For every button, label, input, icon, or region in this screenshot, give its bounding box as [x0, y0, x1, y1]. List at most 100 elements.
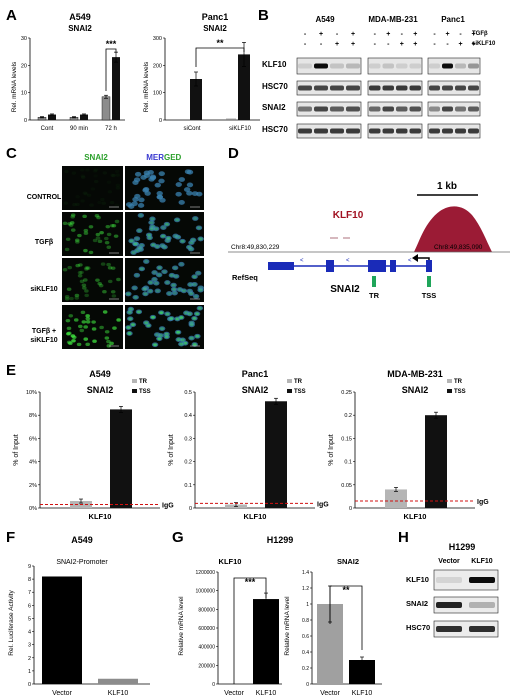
- b-blot-band: [330, 63, 344, 69]
- c-cell-nucleus-green-overlay: [126, 326, 131, 329]
- c-cell-nucleus-blue: [180, 288, 188, 294]
- e-legend-tr: TR: [139, 379, 148, 385]
- c-cell-nucleus-green: [78, 324, 83, 329]
- g-left-y-tick-label: 600000: [198, 626, 215, 632]
- c-cell-nucleus-green-overlay: [196, 271, 201, 275]
- c-cell-nucleus-green: [85, 342, 90, 347]
- c-cell-nucleus-green: [64, 295, 70, 299]
- c-cell-nucleus-green: [89, 203, 94, 207]
- c-cell-nucleus-green-overlay: [159, 180, 163, 183]
- a-left-x-label: 72 h: [105, 126, 117, 132]
- panel-g: G H1299 KLF10 Relative mRNA level 0 20000…: [172, 529, 382, 697]
- c-cell-nucleus-green-overlay: [126, 292, 131, 296]
- b-sign-tgfb: -: [374, 31, 377, 38]
- c-cell-nucleus-blue: [125, 291, 132, 297]
- c-cell-nucleus-blue: [186, 190, 193, 196]
- c-cell-nucleus-green-overlay: [153, 343, 158, 347]
- c-cell-nucleus-green-overlay: [128, 307, 133, 311]
- c-cell-nucleus-blue: [170, 282, 177, 288]
- c-cell-nucleus-green-overlay: [148, 281, 153, 284]
- c-cell-nucleus-blue: [134, 171, 142, 177]
- a-right-x-label: siKLF10: [229, 126, 252, 132]
- c-cell-nucleus-green: [66, 326, 72, 331]
- c-cell-nucleus-green-overlay: [195, 312, 200, 316]
- b-sign-tgfb: -: [401, 31, 404, 38]
- c-cell-nucleus-green-overlay: [152, 278, 157, 281]
- c-cell-nucleus-green-overlay: [132, 286, 137, 290]
- c-cell-nucleus-blue: [151, 277, 158, 282]
- b-blot-band: [429, 85, 440, 91]
- g-right-bar: [349, 660, 375, 684]
- c-cell-nucleus-green-overlay: [177, 183, 181, 186]
- b-blot-band: [330, 85, 344, 91]
- c-cell-nucleus-blue: [133, 272, 141, 278]
- e-chart-y-tick-label: 0.05: [341, 483, 352, 489]
- b-blot-band: [298, 85, 312, 91]
- panel-d-tss-marker: [427, 276, 431, 287]
- c-cell-nucleus-blue: [131, 285, 138, 291]
- e-legend-swatch-tss: [287, 389, 292, 393]
- h-blot-frame: [433, 569, 499, 591]
- c-cell-nucleus-green-overlay: [146, 192, 150, 195]
- c-cell-nucleus-blue: [195, 270, 202, 276]
- c-cell-nucleus-blue: [188, 240, 195, 246]
- c-cell-nucleus-blue: [133, 236, 141, 242]
- c-cell-nucleus-blue: [172, 273, 180, 279]
- c-cell-nucleus-green: [64, 247, 70, 252]
- b-blot-band: [369, 128, 381, 134]
- panel-d-coord-left: Chr8:49,830,229: [231, 244, 280, 251]
- c-cell-nucleus-blue: [186, 311, 193, 317]
- c-cell-nucleus-green-overlay: [133, 198, 137, 201]
- b-sign-tgfb: +: [445, 31, 449, 38]
- g-right-y-tick-label: 1.2: [302, 586, 309, 592]
- c-cell-nucleus-green-overlay: [192, 282, 197, 286]
- c-cell-nucleus-green-overlay: [127, 332, 132, 335]
- panel-b-cellline-mda: MDA-MB-231: [368, 15, 418, 24]
- c-cell-nucleus-green-overlay: [147, 233, 152, 237]
- e-chart-y-tick-label: 0.5: [184, 390, 192, 396]
- a-right-sig-bracket: [195, 47, 245, 67]
- c-cell-nucleus-green: [75, 263, 80, 268]
- c-cell-nucleus-green: [74, 238, 80, 242]
- e-chart-y-tick-label: 0.2: [184, 460, 192, 466]
- panel-c-row-combo-2: siKLF10: [30, 337, 57, 344]
- g-right-x-label: Vector: [320, 690, 341, 697]
- b-blot-frame: [367, 101, 423, 117]
- a-left-x-label: 90 min: [70, 126, 88, 132]
- c-cell-nucleus-green-overlay: [127, 203, 132, 206]
- panel-c-row-tgfb: TGFβ: [35, 239, 54, 246]
- g-left-y-tick-label: 1200000: [196, 570, 216, 576]
- c-cell-nucleus-green-overlay: [165, 281, 170, 284]
- panel-h-row-snai2: SNAI2: [406, 599, 428, 608]
- c-cell-nucleus-green-overlay: [189, 292, 194, 296]
- c-cell-nucleus-green-overlay: [138, 213, 143, 217]
- c-cell-nucleus-blue: [130, 250, 137, 255]
- c-cell-nucleus-green-overlay: [169, 317, 174, 320]
- c-cell-nucleus-green: [87, 194, 92, 197]
- c-cell-nucleus-blue: [188, 335, 195, 341]
- c-cell-nucleus-green: [93, 169, 98, 172]
- c-cell-nucleus-blue: [179, 337, 186, 343]
- c-cell-nucleus-green: [62, 268, 68, 272]
- c-cell-nucleus-green-overlay: [180, 201, 184, 204]
- b-blot-band: [382, 128, 394, 134]
- c-cell-nucleus-green: [93, 179, 99, 184]
- c-cell-nucleus-green: [109, 341, 114, 346]
- c-cell-nucleus-green: [106, 262, 111, 267]
- c-cell-nucleus-green: [88, 250, 94, 255]
- b-blot-frame: [296, 57, 362, 75]
- c-cell-nucleus-blue: [126, 309, 133, 315]
- e-chart-0: A549 SNAI2 % of Input 0% 2% 4% 6% 8% 10% IgG KLF10…: [13, 369, 174, 521]
- c-cell-nucleus-green-overlay: [158, 192, 162, 195]
- e-legend-tr: TR: [294, 379, 303, 385]
- c-cell-nucleus-green: [69, 296, 74, 301]
- b-sign-tgfb: -: [433, 31, 436, 38]
- c-cell-nucleus-blue: [187, 246, 195, 252]
- c-cell-nucleus-blue: [165, 235, 172, 241]
- c-cell-nucleus-green-overlay: [154, 281, 159, 285]
- b-blot-band: [314, 63, 328, 69]
- panel-d-scale-label: 1 kb: [437, 181, 457, 192]
- c-cell-nucleus-blue: [188, 291, 195, 297]
- a-right-bar-gray: [226, 118, 236, 120]
- c-cell-nucleus-green: [92, 339, 97, 343]
